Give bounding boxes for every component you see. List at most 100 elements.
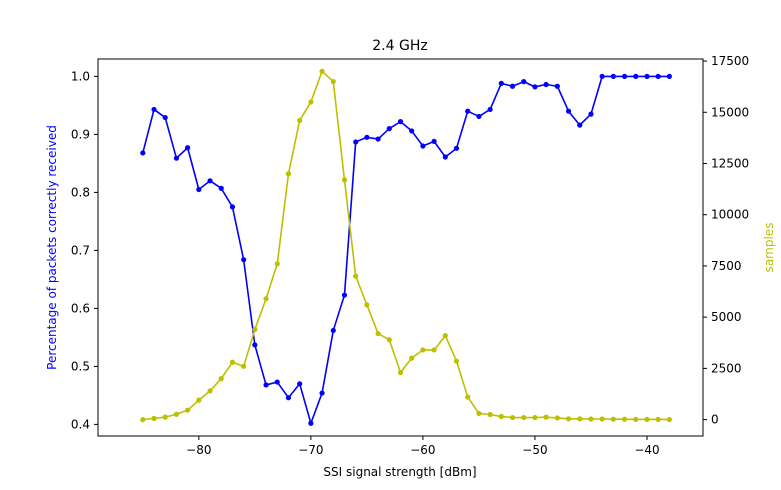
data-point-right	[375, 330, 381, 337]
data-point-left	[185, 145, 191, 151]
data-point-right	[431, 347, 437, 353]
data-point-left	[375, 136, 381, 142]
data-point-left	[588, 111, 594, 117]
data-point-right	[173, 411, 180, 417]
data-point-right	[397, 369, 404, 376]
data-point-left	[140, 150, 146, 156]
data-point-right	[229, 359, 236, 365]
data-point-right	[386, 337, 392, 343]
y-right-tick-label: 12500	[711, 156, 749, 170]
data-point-right	[330, 78, 336, 85]
data-point-right	[364, 302, 370, 308]
x-tick-label: −50	[522, 443, 547, 457]
y-right-tick-label: 5000	[711, 310, 742, 324]
data-point-right	[465, 394, 471, 400]
x-axis-ticks: −80 −70 −60 −50 −40	[186, 436, 660, 457]
data-point-left	[297, 381, 303, 387]
data-point-left	[173, 155, 180, 161]
data-point-left	[633, 73, 639, 79]
y-left-tick-label: 0.6	[71, 301, 90, 315]
data-point-left	[252, 342, 258, 348]
data-point-left	[498, 80, 504, 86]
data-point-right	[644, 416, 650, 423]
data-point-left	[364, 134, 370, 140]
data-point-right	[655, 416, 661, 423]
x-axis-label: SSI signal strength [dBm]	[323, 465, 476, 479]
data-point-right	[621, 416, 628, 422]
data-point-right	[196, 397, 202, 403]
y-right-tick-label: 10000	[711, 208, 749, 222]
data-point-left	[554, 83, 560, 89]
data-point-left	[162, 114, 168, 121]
data-point-left	[341, 292, 348, 298]
data-point-left	[509, 83, 516, 89]
data-point-left	[353, 139, 359, 145]
x-tick-label: −60	[410, 443, 435, 457]
data-point-right	[453, 358, 460, 364]
data-point-right	[532, 414, 538, 421]
data-point-right	[297, 117, 303, 124]
data-point-right	[498, 413, 504, 420]
data-point-left	[610, 73, 616, 79]
data-point-left	[442, 154, 448, 160]
data-point-right	[521, 414, 527, 421]
plot-points	[140, 68, 672, 426]
y-right-tick-label: 15000	[711, 105, 749, 119]
data-point-right	[442, 333, 448, 339]
data-point-left	[409, 128, 415, 134]
data-point-right	[185, 407, 191, 413]
y-left-axis-ticks: 0.4 0.5 0.6 0.7 0.8 0.9 1.0	[71, 69, 98, 431]
data-point-right	[588, 416, 594, 422]
data-point-right	[285, 171, 292, 177]
y-left-tick-label: 0.5	[71, 359, 90, 373]
data-point-right	[509, 414, 516, 421]
x-tick-label: −80	[186, 443, 211, 457]
data-point-left	[218, 185, 224, 191]
data-point-right	[140, 417, 146, 423]
y-right-axis-ticks: 0 2500 5000 7500 10000 12500 15000 17500	[703, 54, 749, 427]
data-point-left	[476, 113, 482, 120]
data-point-right	[252, 326, 258, 333]
data-point-right	[599, 416, 605, 422]
data-point-right	[353, 273, 359, 279]
data-point-right	[565, 416, 572, 422]
x-tick-label: −70	[298, 443, 323, 457]
data-point-left	[151, 106, 157, 113]
data-point-left	[487, 106, 493, 113]
data-point-left	[543, 81, 549, 88]
data-point-left	[229, 204, 236, 210]
data-point-right	[218, 376, 224, 382]
data-point-right	[207, 388, 213, 394]
y-right-tick-label: 2500	[711, 361, 742, 375]
data-point-left	[207, 178, 213, 184]
data-point-left	[621, 73, 628, 79]
data-point-right	[151, 415, 157, 421]
data-point-right	[420, 347, 426, 353]
y-left-tick-label: 0.4	[71, 417, 90, 431]
data-point-left	[308, 420, 314, 426]
y-right-axis-label: samples	[762, 223, 776, 273]
data-point-right	[633, 416, 639, 423]
data-point-right	[319, 68, 325, 74]
x-tick-label: −40	[634, 443, 659, 457]
y-left-tick-label: 0.7	[71, 243, 90, 257]
data-point-left	[453, 145, 460, 151]
data-point-right	[543, 414, 549, 420]
data-point-left	[465, 108, 471, 114]
data-point-left	[330, 327, 336, 334]
data-point-left	[599, 73, 605, 79]
chart-title: 2.4 GHz	[372, 38, 427, 54]
data-point-right	[263, 296, 269, 302]
series-line-left	[142, 75, 670, 425]
data-point-right	[487, 411, 493, 418]
data-point-left	[644, 73, 650, 79]
data-point-left	[532, 84, 538, 90]
data-point-left	[241, 257, 247, 263]
data-point-right	[610, 416, 616, 422]
data-point-left	[666, 73, 672, 79]
y-left-tick-label: 0.9	[71, 127, 90, 141]
data-point-left	[196, 186, 202, 193]
data-point-left	[521, 79, 527, 85]
